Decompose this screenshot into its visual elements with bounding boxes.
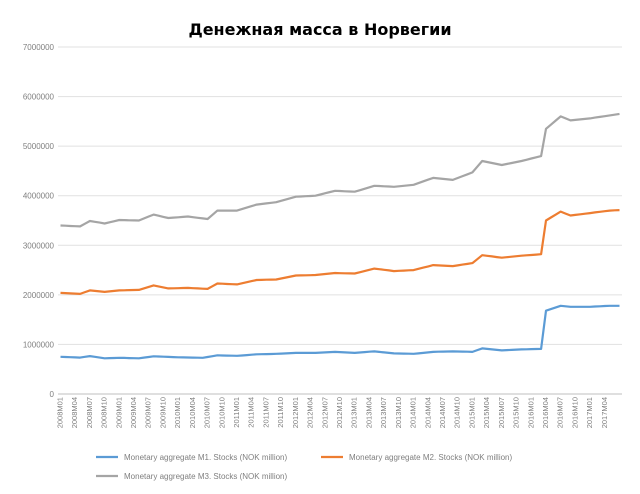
- x-tick-label: 2012M01: [291, 397, 300, 428]
- legend: Monetary aggregate M1. Stocks (NOK milli…: [96, 453, 513, 481]
- x-tick-label: 2008M01: [55, 397, 64, 428]
- x-tick-label: 2008M07: [85, 397, 94, 428]
- x-tick-label: 2017M01: [585, 397, 594, 428]
- x-tick-label: 2013M04: [364, 397, 373, 428]
- legend-label: Monetary aggregate M3. Stocks (NOK milli…: [124, 472, 288, 481]
- x-tick-label: 2016M10: [570, 397, 579, 428]
- x-tick-label: 2010M10: [217, 397, 226, 428]
- x-axis-ticks: 2008M01 2008M04 2008M07 2008M10 2009M01 2009M…: [55, 397, 608, 428]
- y-tick-label: 4000000: [23, 192, 55, 201]
- x-tick-label: 2014M07: [438, 397, 447, 428]
- series-line-m1: [60, 304, 620, 360]
- x-tick-label: 2016M07: [556, 397, 565, 428]
- y-tick-label: 5000000: [23, 142, 55, 151]
- x-tick-label: 2016M01: [526, 397, 535, 428]
- x-tick-label: 2010M07: [203, 397, 212, 428]
- x-tick-label: 2011M07: [261, 397, 270, 428]
- x-tick-label: 2013M10: [394, 397, 403, 428]
- x-tick-label: 2011M10: [276, 397, 285, 428]
- x-tick-label: 2008M04: [70, 397, 79, 428]
- x-tick-label: 2012M04: [306, 397, 315, 428]
- x-tick-label: 2009M07: [144, 397, 153, 428]
- y-tick-label: 2000000: [23, 291, 55, 300]
- series-line-m3: [60, 112, 620, 228]
- x-tick-label: 2012M10: [335, 397, 344, 428]
- y-tick-label: 1000000: [23, 340, 55, 349]
- x-tick-label: 2015M01: [467, 397, 476, 428]
- y-tick-label: 7000000: [23, 43, 55, 52]
- x-tick-label: 2010M01: [173, 397, 182, 428]
- x-tick-label: 2011M04: [247, 397, 256, 428]
- x-tick-label: 2017M04: [600, 397, 609, 428]
- gridlines: [58, 46, 622, 395]
- x-tick-label: 2015M10: [512, 397, 521, 428]
- x-tick-label: 2016M04: [541, 397, 550, 428]
- x-tick-label: 2012M07: [320, 397, 329, 428]
- x-tick-label: 2011M01: [232, 397, 241, 428]
- x-tick-label: 2015M07: [497, 397, 506, 428]
- x-tick-label: 2015M04: [482, 397, 491, 428]
- legend-label: Monetary aggregate M1. Stocks (NOK milli…: [124, 453, 288, 462]
- chart-title: Денежная масса в Норвегии: [188, 20, 452, 39]
- x-tick-label: 2014M01: [409, 397, 418, 428]
- x-tick-label: 2013M07: [379, 397, 388, 428]
- y-tick-label: 6000000: [23, 93, 55, 102]
- x-tick-label: 2009M04: [129, 397, 138, 428]
- x-tick-label: 2009M01: [114, 397, 123, 428]
- x-tick-label: 2013M01: [350, 397, 359, 428]
- series-line-m2: [60, 209, 620, 295]
- x-tick-label: 2009M10: [158, 397, 167, 428]
- x-tick-label: 2008M10: [100, 397, 109, 428]
- x-tick-label: 2014M04: [423, 397, 432, 428]
- x-tick-label: 2014M10: [453, 397, 462, 428]
- legend-label: Monetary aggregate M2. Stocks (NOK milli…: [349, 453, 513, 462]
- y-axis-ticks: 0 1000000 2000000 3000000 4000000 5000000 6000…: [23, 43, 55, 399]
- y-tick-label: 0: [50, 390, 55, 399]
- y-tick-label: 3000000: [23, 241, 55, 250]
- series-lines: [60, 112, 620, 360]
- x-tick-label: 2010M04: [188, 397, 197, 428]
